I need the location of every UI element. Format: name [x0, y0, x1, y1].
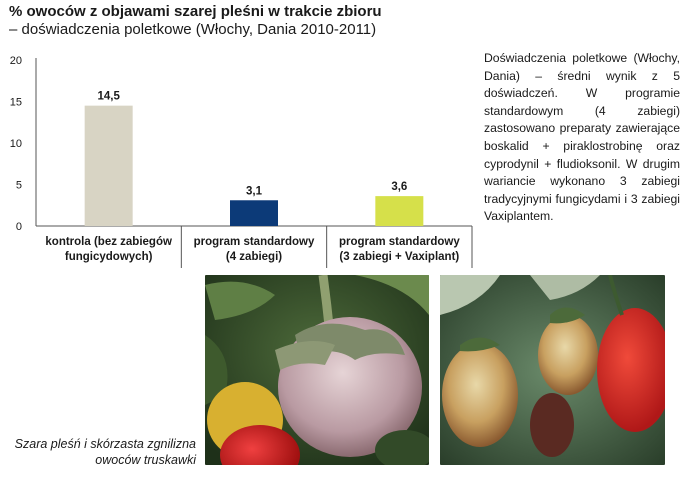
bar-value-label: 3,1 — [246, 185, 263, 197]
category-label: program standardowy — [339, 236, 460, 248]
experiment-description: Doświadczenia poletkowe (Włochy, Dania) … — [484, 51, 680, 224]
bar — [84, 105, 133, 226]
bar — [230, 200, 278, 226]
chart-title: % owoców z objawami szarej pleśni w trak… — [9, 3, 382, 39]
bar-value-label: 14,5 — [97, 91, 120, 103]
y-tick-label: 0 — [16, 221, 22, 233]
y-tick-label: 20 — [10, 55, 22, 67]
bar-value-label: 3,6 — [391, 181, 407, 193]
category-label: program standardowy — [194, 236, 315, 248]
category-label: (4 zabiegi) — [226, 251, 282, 263]
bar-chart: 0 5 10 15 20 14,5 kontrola (bez zabiegów fungic… — [10, 55, 473, 268]
photo-strawberry-leather-rot — [440, 275, 665, 465]
category-label: fungicydowych) — [65, 251, 153, 263]
y-tick-label: 5 — [16, 180, 22, 192]
y-tick-label: 15 — [10, 97, 22, 109]
category-label: (3 zabiegi + Vaxiplant) — [339, 251, 459, 263]
chart-title-line1: % owoców z objawami szarej pleśni w trak… — [9, 3, 382, 20]
chart-subtitle: – doświadczenia poletkowe (Włochy, Dania… — [9, 21, 377, 38]
photo-strawberry-grey-mould — [205, 275, 429, 465]
bar — [375, 196, 424, 226]
category-label: kontrola (bez zabiegów — [45, 236, 172, 248]
y-tick-label: 10 — [10, 138, 22, 150]
photo-caption: Szara pleśń i skórzasta zgnilizna owoców… — [14, 437, 196, 467]
